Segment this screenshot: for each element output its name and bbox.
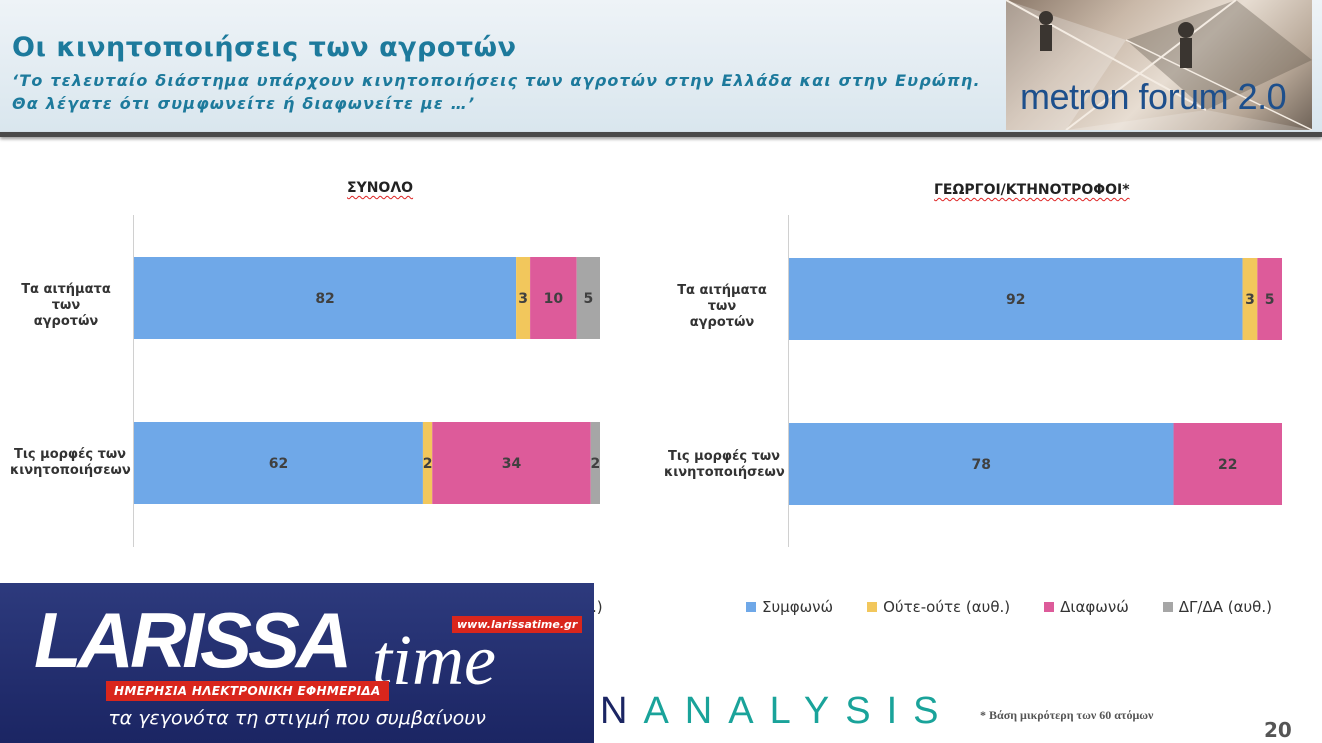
- chart-1-svg: 82 3 10 5 62 2 34 2: [133, 215, 600, 547]
- legend-item-disagree: Διαφωνώ: [1044, 598, 1129, 616]
- chart-1-bar-dk-0: [576, 257, 600, 339]
- chart-1-data-label-neutral-1: 2: [423, 456, 433, 472]
- chart-2-data-label-agree-0: 92: [1006, 292, 1025, 308]
- chart-2-data-label-disagree-1: 22: [1218, 457, 1237, 473]
- logo-geometric-background: [1006, 0, 1312, 130]
- logo-text: metron forum 2.0: [1020, 76, 1287, 117]
- legend-item-neutral: Ούτε-ούτε (αυθ.): [867, 598, 1010, 616]
- chart-2-bar-disagree-0: [1257, 258, 1282, 340]
- chart-2-data-label-disagree-0: 5: [1265, 292, 1275, 308]
- header-rule: [0, 132, 1322, 137]
- chart-2-data-label-neutral-0: 3: [1245, 292, 1255, 308]
- chart-1-bar-agree-1: [134, 422, 423, 504]
- chart-1-data-label-agree-1: 62: [269, 456, 288, 472]
- analysis-logo-rest: ANALYSIS: [643, 690, 955, 732]
- footnote: * Βάση μικρότερη των 60 ατόμων: [980, 708, 1154, 722]
- chart-2-bar-agree-1: [789, 423, 1174, 505]
- chart-2-category-label-0: Τα αιτήματα των αγροτών: [662, 283, 782, 331]
- chart-2-category-label-1: Τις μορφές των κινητοποιήσεων: [664, 449, 785, 481]
- legend-swatch-disagree: [1044, 602, 1055, 612]
- metron-forum-logo: metron forum 2.0: [1006, 0, 1312, 130]
- chart-2-data-label-agree-1: 78: [972, 457, 991, 473]
- legend-label-neutral: Ούτε-ούτε (αυθ.): [883, 598, 1011, 616]
- chart-1-bar-neutral-0: [516, 257, 531, 339]
- chart-1-category-label-1-line-2: κινητοποιήσεων: [10, 463, 131, 478]
- legend-item-agree: Συμφωνώ: [746, 598, 833, 616]
- legend-swatch-agree: [746, 602, 756, 612]
- chart-1-bar-disagree-0: [530, 257, 577, 339]
- chart-1-category-label-0: Τα αιτήματα των αγροτών: [6, 282, 126, 330]
- larissa-url: www.larissatime.gr: [452, 616, 583, 633]
- chart-1-data-label-dk-0: 5: [583, 291, 593, 307]
- chart-1-bar-dk-1: [590, 422, 600, 504]
- chart-2-bar-neutral-0: [1242, 258, 1258, 340]
- chart-2-category-label-0-line-1: Τα αιτήματα των: [677, 283, 767, 314]
- chart-1-data-label-disagree-0: 10: [544, 291, 564, 307]
- chart-1-bar-disagree-1: [432, 422, 591, 504]
- chart-2-svg: 92 3 5 78 22: [788, 215, 1282, 547]
- larissa-brand-time: time: [372, 620, 496, 700]
- chart-1-category-label-0-line-2: αγροτών: [33, 314, 99, 329]
- analysis-logo-first: N: [600, 690, 644, 732]
- chart-1-data-label-neutral-0: 3: [518, 291, 528, 307]
- legend-swatch-dk: [1162, 602, 1173, 612]
- larissa-slogan: τα γεγονότα τη στιγμή που συμβαίνουν: [108, 707, 486, 729]
- chart-2-bar-agree-0: [789, 258, 1243, 340]
- legend-cut-fragment: .): [592, 598, 603, 616]
- analysis-logo: NANALYSIS: [600, 690, 955, 733]
- chart-2-category-label-1-line-2: κινητοποιήσεων: [664, 465, 785, 480]
- chart-1-data-label-disagree-1: 34: [502, 456, 522, 472]
- legend-label-dk: ΔΓ/ΔΑ (αυθ.): [1178, 598, 1272, 616]
- chart-1-category-label-1-line-1: Τις μορφές των: [13, 447, 127, 462]
- chart-2-category-label-1-line-1: Τις μορφές των: [667, 449, 781, 464]
- chart-1-data-label-dk-1: 2: [590, 456, 600, 472]
- legend-item-dk: ΔΓ/ΔΑ (αυθ.): [1162, 598, 1272, 616]
- chart-2-category-label-0-line-2: αγροτών: [689, 315, 755, 330]
- page-subtitle: ‘Το τελευταίο διάστημα υπάρχουν κινητοπο…: [12, 69, 992, 115]
- legend-label-agree: Συμφωνώ: [762, 598, 834, 616]
- page-number: 20: [1264, 718, 1292, 742]
- chart-1-category-label-1: Τις μορφές των κινητοποιήσεων: [10, 447, 131, 479]
- chart-2-bar-disagree-1: [1173, 423, 1282, 505]
- chart-1-category-label-0-line-1: Τα αιτήματα των: [21, 282, 111, 313]
- chart-1-title: ΣΥΝΟΛΟ: [347, 180, 414, 196]
- larissa-tagline: ΗΜΕΡΗΣΙΑ ΗΛΕΚΤΡΟΝΙΚΗ ΕΦΗΜΕΡΙΔΑ: [106, 681, 389, 701]
- chart-1-data-label-agree-0: 82: [315, 291, 334, 307]
- legend-swatch-neutral: [867, 602, 878, 612]
- chart-2-title: ΓΕΩΡΓΟΙ/ΚΤΗΝΟΤΡΟΦΟΙ*: [934, 182, 1130, 198]
- chart-1-bar-neutral-1: [422, 422, 433, 504]
- chart-legend: Συμφωνώ Ούτε-ούτε (αυθ.) Διαφωνώ ΔΓ/ΔΑ (…: [746, 598, 1272, 616]
- chart-1-bar-agree-0: [134, 257, 517, 339]
- larissatime-banner: LARISSA time www.larissatime.gr ΗΜΕΡΗΣΙΑ…: [0, 583, 594, 743]
- subtitle-line-2: Θα λέγατε ότι συμφωνείτε ή διαφωνείτε με…: [12, 94, 476, 113]
- larissa-brand-big: LARISSA: [34, 596, 352, 684]
- legend-label-disagree: Διαφωνώ: [1060, 598, 1129, 616]
- subtitle-line-1: ‘Το τελευταίο διάστημα υπάρχουν κινητοπο…: [12, 71, 981, 90]
- page-title: Οι κινητοποιήσεις των αγροτών: [12, 32, 517, 63]
